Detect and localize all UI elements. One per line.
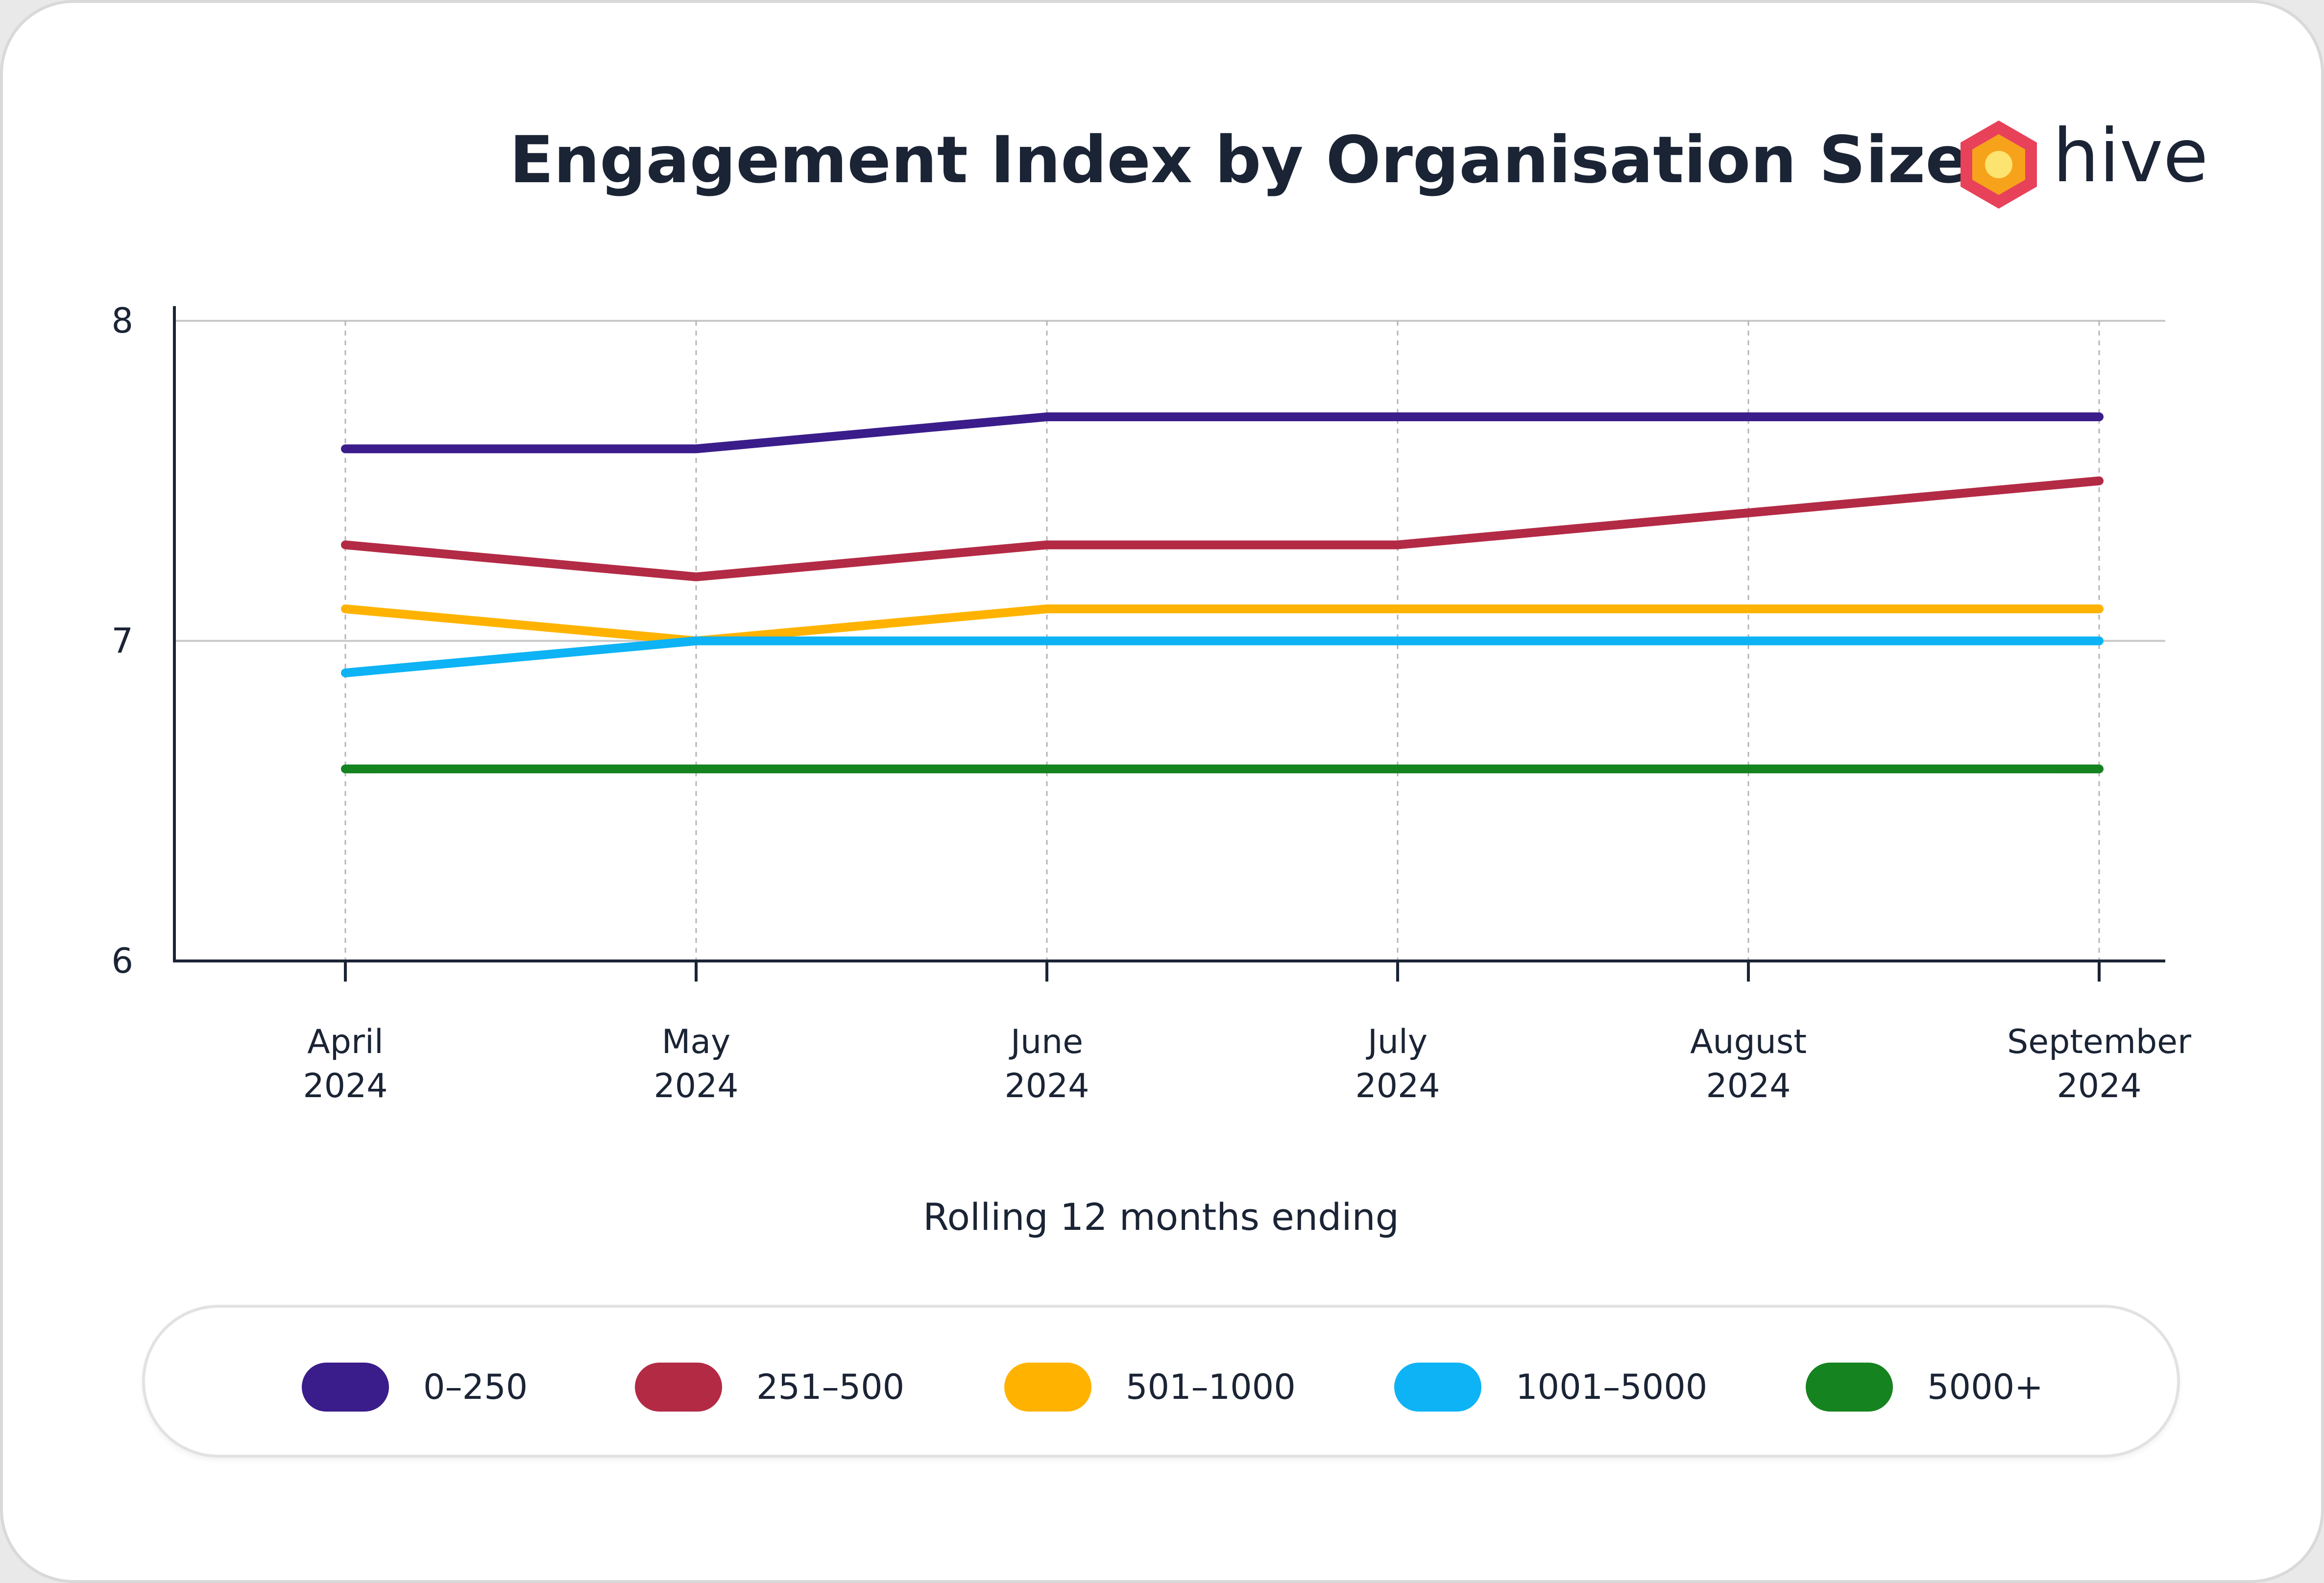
legend-swatch <box>302 1363 389 1412</box>
legend-swatch <box>1394 1363 1481 1412</box>
x-tick-label-month: May <box>662 1023 731 1061</box>
series-line-0-250 <box>341 412 2104 454</box>
legend: 0–250 251–500 501–1000 1001–5000 5000+ <box>142 1305 2180 1458</box>
x-tick-label-year: 2024 <box>2057 1067 2141 1105</box>
x-tick-label-month: April <box>307 1023 383 1061</box>
brand-name: hive <box>2053 114 2208 199</box>
x-tick-label-month: June <box>1009 1023 1083 1061</box>
x-tick-label-year: 2024 <box>303 1067 387 1105</box>
y-tick-label: 7 <box>111 621 133 661</box>
axis-layer <box>173 306 2165 982</box>
x-tick-label-year: 2024 <box>1355 1067 1440 1105</box>
legend-item-251-500[interactable]: 251–500 <box>635 1363 904 1412</box>
x-axis-label: Rolling 12 months ending <box>923 1195 1399 1239</box>
legend-swatch <box>635 1363 722 1412</box>
brand-logo: hive <box>1955 118 2208 216</box>
chart-title: Engagement Index by Organisation Size <box>509 122 1969 198</box>
y-tick-label: 8 <box>111 301 133 341</box>
legend-item-0-250[interactable]: 0–250 <box>302 1363 528 1412</box>
x-tick-label-month: July <box>1366 1023 1428 1061</box>
series-line-1001-5000 <box>341 636 2104 677</box>
legend-label: 1001–5000 <box>1516 1367 1708 1407</box>
x-tick-label-year: 2024 <box>1004 1067 1089 1105</box>
legend-swatch <box>1806 1363 1893 1412</box>
hive-hexagon-icon <box>1961 120 2037 209</box>
x-tick-label-year: 2024 <box>1706 1067 1791 1105</box>
legend-item-1001-5000[interactable]: 1001–5000 <box>1394 1363 1707 1412</box>
x-tick-label-month: September <box>2007 1023 2191 1061</box>
legend-label: 501–1000 <box>1126 1367 1296 1407</box>
legend-label: 251–500 <box>756 1367 905 1407</box>
x-tick-label-month: August <box>1690 1023 1807 1061</box>
series-layer <box>341 412 2104 773</box>
label-layer: 6 7 8 April 2024 May 2024 June 2024 July 2024 Augus… <box>111 301 2191 1105</box>
legend-label: 5000+ <box>1927 1367 2043 1407</box>
series-line-501-1000 <box>341 604 2104 646</box>
x-tick-label-year: 2024 <box>654 1067 738 1105</box>
legend-item-5000-plus[interactable]: 5000+ <box>1806 1363 2043 1412</box>
y-tick-label: 6 <box>111 941 133 981</box>
legend-label: 0–250 <box>423 1367 528 1407</box>
legend-item-501-1000[interactable]: 501–1000 <box>1004 1363 1296 1412</box>
series-line-251-500 <box>341 476 2104 581</box>
legend-swatch <box>1004 1363 1091 1412</box>
